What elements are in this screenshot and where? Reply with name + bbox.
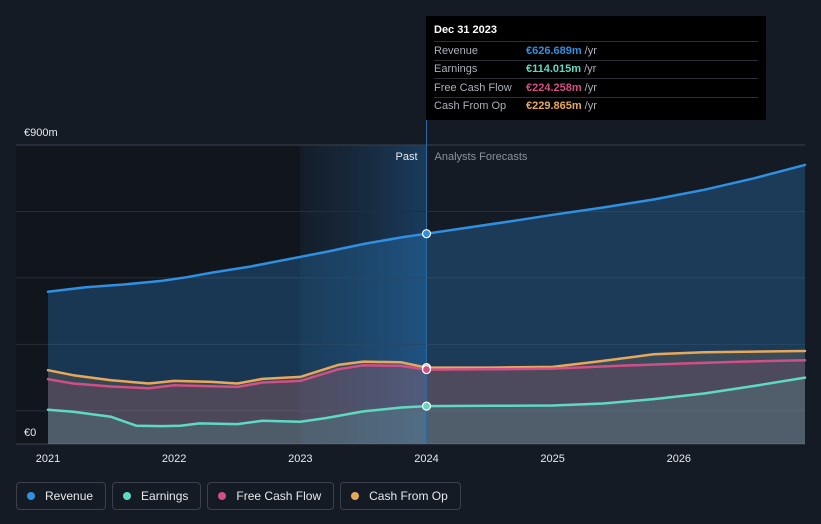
tooltip-unit: /yr	[584, 100, 597, 113]
earnings-marker	[421, 401, 432, 411]
y-axis-bottom-label: €0	[24, 427, 36, 439]
tooltip-value: €626.689m	[526, 44, 582, 57]
revenue-line	[46, 163, 807, 294]
analysts-forecasts-label: Analysts Forecasts	[435, 151, 528, 163]
cash-from-op-line	[46, 349, 807, 385]
revenue-marker	[421, 229, 432, 239]
tooltip-label: Earnings	[434, 63, 478, 76]
revenue-dot-icon	[27, 492, 35, 500]
x-tick-label: 2022	[162, 453, 186, 465]
legend-label: Earnings	[141, 489, 189, 503]
tooltip-value: €224.258m	[526, 81, 582, 94]
x-tick-label: 2026	[667, 453, 691, 465]
legend: Revenue Earnings Free Cash Flow Cash Fro…	[16, 482, 461, 510]
x-tick-label: 2024	[414, 453, 438, 465]
tooltip-row-earnings: Earnings €114.015m /yr	[434, 59, 758, 79]
x-tick-label: 2025	[540, 453, 564, 465]
tooltip-row-free-cash-flow: Free Cash Flow €224.258m /yr	[434, 78, 758, 97]
tooltip-row-revenue: Revenue €626.689m /yr	[434, 41, 758, 60]
tooltip-unit: /yr	[584, 44, 597, 57]
legend-item-cash-from-op[interactable]: Cash From Op	[340, 482, 461, 510]
tooltip-value: €229.865m	[526, 100, 582, 113]
tooltip-date: Dec 31 2023	[434, 24, 497, 36]
legend-item-earnings[interactable]: Earnings	[112, 482, 202, 510]
legend-item-revenue[interactable]: Revenue	[16, 482, 107, 510]
earnings-dot-icon	[123, 492, 132, 500]
tooltip: Dec 31 2023 Revenue €626.689m /yr Earnin…	[426, 16, 766, 120]
free-cash-flow-marker	[421, 364, 432, 375]
tooltip-row-cash-from-op: Cash From Op €229.865m /yr	[434, 96, 758, 116]
tooltip-label: Free Cash Flow	[434, 81, 512, 94]
tooltip-label: Cash From Op	[434, 100, 507, 113]
highlight-region	[300, 145, 427, 444]
legend-label: Free Cash Flow	[236, 489, 322, 503]
earnings-line	[46, 376, 807, 428]
tooltip-value: €114.015m	[526, 63, 582, 76]
legend-item-free-cash-flow[interactable]: Free Cash Flow	[207, 482, 335, 510]
free-cash-flow-dot-icon	[218, 492, 227, 500]
legend-label: Cash From Op	[369, 489, 448, 503]
cash-from-op-dot-icon	[351, 492, 360, 500]
past-label: Past	[395, 151, 417, 163]
tooltip-unit: /yr	[584, 81, 597, 94]
x-tick-label: 2021	[36, 453, 60, 465]
legend-label: Revenue	[45, 489, 94, 503]
free-cash-flow-line	[46, 359, 807, 390]
tooltip-unit: /yr	[584, 63, 597, 76]
y-axis-top-label: €900m	[24, 127, 58, 139]
tooltip-label: Revenue	[434, 44, 479, 57]
x-tick-label: 2023	[288, 453, 312, 465]
